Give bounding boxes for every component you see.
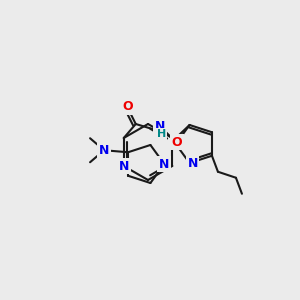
Text: N: N bbox=[118, 160, 129, 172]
Text: O: O bbox=[122, 100, 133, 113]
Text: N: N bbox=[99, 144, 109, 157]
Text: N: N bbox=[188, 157, 198, 169]
Text: N: N bbox=[154, 119, 165, 133]
Text: O: O bbox=[171, 136, 182, 148]
Text: H: H bbox=[157, 129, 167, 139]
Text: N: N bbox=[159, 158, 169, 170]
